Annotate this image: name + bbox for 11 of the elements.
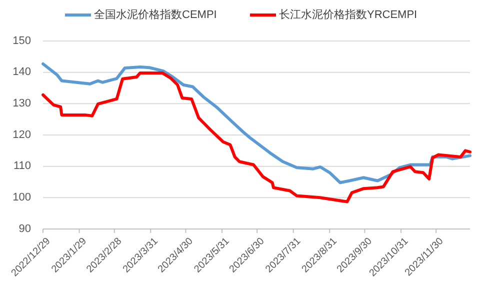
y-tick-label: 100 xyxy=(12,192,31,204)
line-series xyxy=(42,71,472,204)
y-tick-label: 150 xyxy=(12,34,31,47)
y-tick-label: 130 xyxy=(12,98,31,110)
line-series xyxy=(42,62,472,184)
y-tick-label: 110 xyxy=(13,160,31,172)
legend-label: 长江水泥价格指数YRCEMPI xyxy=(279,8,418,21)
legend-label: 全国水泥价格指数CEMPI xyxy=(94,8,217,21)
y-tick-label: 90 xyxy=(18,222,31,235)
y-tick-label: 140 xyxy=(12,66,31,78)
y-tick-label: 120 xyxy=(12,128,31,141)
